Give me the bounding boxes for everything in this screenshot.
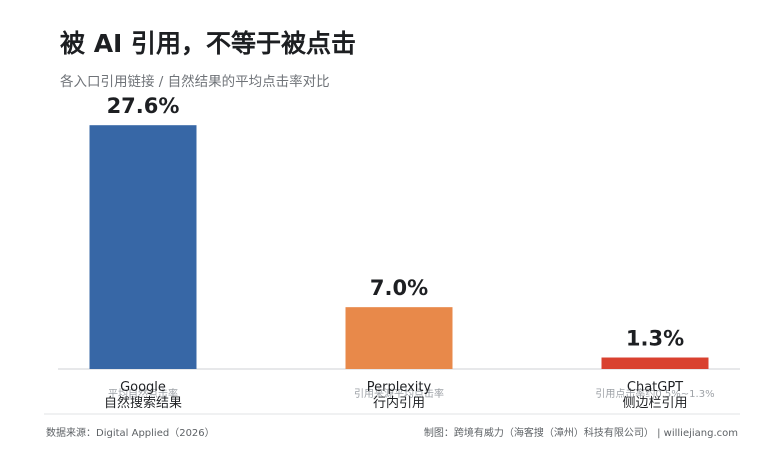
chart-title: 被 AI 引用，不等于被点击 <box>60 29 357 58</box>
category-note-2: 引用点击率约0.5%~1.3% <box>595 387 714 400</box>
category-label-0: Google <box>120 380 166 395</box>
value-label-2: 1.3% <box>626 327 684 351</box>
category-sublabel-0: 自然搜索结果 <box>104 395 182 411</box>
category-sublabel-2: 侧边栏引用 <box>622 396 687 411</box>
category-note-0: 平均自然点击率 <box>108 387 178 400</box>
bar-0 <box>89 125 197 369</box>
source-note: 数据来源：Digital Applied（2026） <box>46 428 215 439</box>
value-label-0: 27.6% <box>107 94 180 118</box>
category-sublabel-1: 行内引用 <box>373 395 425 411</box>
category-note-1: 引用来源平均点击率 <box>354 387 444 400</box>
value-label-1: 7.0% <box>370 276 428 300</box>
category-label-2: ChatGPT <box>627 380 683 395</box>
chart-subtitle: 各入口引用链接 / 自然结果的平均点击率对比 <box>60 74 330 90</box>
credit-note: 制图：跨境有威力（海客搜（漳州）科技有限公司） | williejiang.co… <box>423 428 738 439</box>
bar-1 <box>345 307 453 369</box>
bar-2 <box>601 357 709 369</box>
category-label-1: Perplexity <box>367 380 432 395</box>
